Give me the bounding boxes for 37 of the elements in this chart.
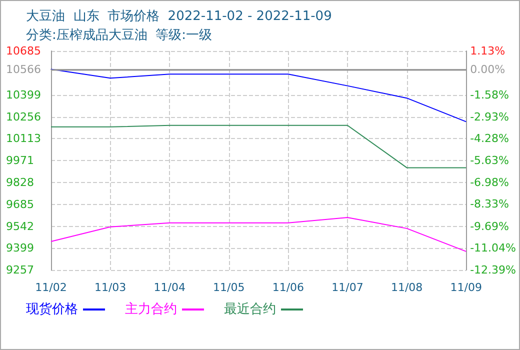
y-tick-label: 10113 bbox=[6, 132, 41, 146]
y-tick-label: 9828 bbox=[6, 176, 34, 189]
x-tick-label: 11/03 bbox=[94, 281, 126, 294]
y2-tick-label: 0.00% bbox=[470, 62, 506, 76]
x-tick-label: 11/06 bbox=[272, 281, 304, 294]
y2-tick-label: -2.93% bbox=[470, 110, 510, 124]
y2-tick-label: -1.58% bbox=[470, 88, 510, 102]
legend-label: 现货价格 bbox=[26, 302, 78, 317]
y-tick-label: 9685 bbox=[6, 198, 34, 211]
y-tick-label: 10685 bbox=[6, 44, 41, 58]
y-tick-label: 10399 bbox=[6, 88, 41, 102]
y-tick-label: 9542 bbox=[6, 220, 34, 233]
x-tick-label: 11/02 bbox=[35, 281, 67, 294]
y-tick-label: 9971 bbox=[6, 154, 34, 167]
y-tick-label: 10256 bbox=[6, 110, 41, 124]
chart-title: 大豆油 山东 市场价格 2022-11-02 - 2022-11-09 bbox=[26, 9, 332, 24]
x-tick-label: 11/07 bbox=[332, 281, 364, 294]
y2-tick-label: -8.33% bbox=[470, 198, 510, 211]
y2-tick-label: -5.63% bbox=[470, 154, 510, 167]
chart-subtitle: 分类:压榨成品大豆油 等级:一级 bbox=[26, 28, 212, 43]
x-tick-label: 11/05 bbox=[213, 281, 245, 294]
y-tick-label: 9399 bbox=[6, 242, 34, 255]
y2-tick-label: -6.98% bbox=[470, 176, 510, 189]
line-series bbox=[50, 217, 467, 252]
y2-tick-label: 1.13% bbox=[470, 44, 506, 58]
legend-label: 最近合约 bbox=[224, 302, 276, 317]
legend-label: 主力合约 bbox=[125, 301, 177, 317]
y2-tick-label: -12.39% bbox=[470, 264, 516, 276]
y2-tick-label: -4.28% bbox=[470, 132, 510, 146]
x-tick-label: 11/08 bbox=[390, 281, 423, 294]
line-series bbox=[50, 68, 467, 122]
y2-tick-label: -9.69% bbox=[470, 220, 510, 233]
x-tick-label: 11/09 bbox=[450, 281, 482, 294]
y-tick-label: 10566 bbox=[6, 62, 41, 76]
y2-tick-label: -11.04% bbox=[470, 242, 516, 255]
y-tick-label: 9257 bbox=[6, 264, 34, 276]
x-tick-label: 11/04 bbox=[154, 281, 186, 294]
